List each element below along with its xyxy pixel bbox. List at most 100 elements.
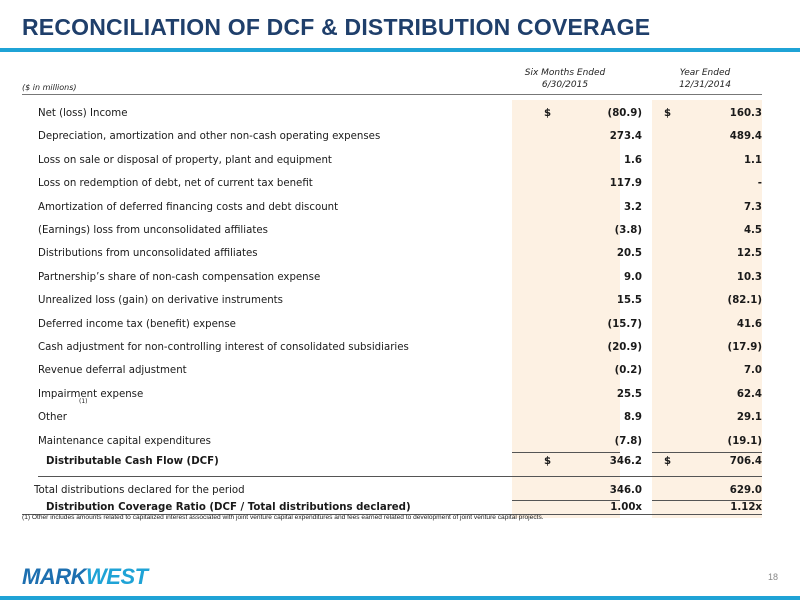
row-label: Impairment expense xyxy=(38,388,144,400)
coverage-label: Distribution Coverage Ratio (DCF / Total… xyxy=(46,502,411,513)
column-header-six-months-line1: Six Months Ended xyxy=(524,68,606,78)
value-year: 1.1 xyxy=(652,149,762,172)
row-label: Amortization of deferred financing costs… xyxy=(38,201,339,213)
value-number: 489.4 xyxy=(729,131,762,143)
coverage-value-six-months: 1.00x xyxy=(610,502,642,513)
footnote: (1) Other includes amounts related to ca… xyxy=(22,514,544,521)
value-year: (17.9) xyxy=(652,336,762,359)
row-label: Other xyxy=(38,412,67,424)
value-number: 4.5 xyxy=(743,225,762,236)
column-shade-year xyxy=(652,100,762,518)
value-six-months: 15.5 xyxy=(532,289,642,312)
footer-divider xyxy=(0,596,800,600)
value-number: 62.4 xyxy=(736,388,762,400)
value-number: (17.9) xyxy=(727,342,762,353)
distributions-value-six-months: 346.0 xyxy=(609,485,642,496)
value-number: 20.5 xyxy=(616,248,642,260)
row-label: Deferred income tax (benefit) expense xyxy=(38,318,236,330)
row-label: Distributions from unconsolidated affili… xyxy=(38,248,258,260)
column-header-six-months-line2: 6/30/2015 xyxy=(541,80,589,90)
dcf-value-six-months-number: 346.2 xyxy=(609,456,642,467)
value-six-months: 25.5 xyxy=(532,383,642,406)
dcf-label: Distributable Cash Flow (DCF) xyxy=(46,456,219,467)
value-six-months: (0.2) xyxy=(532,359,642,382)
value-number: 15.5 xyxy=(616,295,642,307)
value-number: 1.6 xyxy=(623,154,642,166)
table-row: Loss on redemption of debt, net of curre… xyxy=(38,172,762,195)
value-six-months: 3.2 xyxy=(532,196,642,219)
table-row: Revenue deferral adjustment (0.2) 7.0 xyxy=(38,359,762,382)
table-row: Other (1) 8.9 29.1 xyxy=(38,399,762,429)
value-six-months: $ (80.9) xyxy=(532,102,642,125)
value-number: 117.9 xyxy=(609,178,642,190)
table-row: Depreciation, amortization and other non… xyxy=(38,125,762,148)
row-label: Maintenance capital expenditures xyxy=(38,435,211,447)
distributions-label: Total distributions declared for the per… xyxy=(34,485,245,496)
value-six-months: (15.7) xyxy=(532,313,642,336)
value-number: (20.9) xyxy=(607,342,642,353)
value-year: 10.3 xyxy=(652,266,762,289)
value-six-months: 9.0 xyxy=(532,266,642,289)
table-row-dcf: Distributable Cash Flow (DCF) $ 346.2 $ … xyxy=(46,450,762,473)
title-divider xyxy=(0,48,800,52)
value-number: 160.3 xyxy=(729,108,762,119)
distributions-value-year: 629.0 xyxy=(729,485,762,496)
value-year: (19.1) xyxy=(652,430,762,453)
value-year: $160.3 xyxy=(652,102,762,125)
value-year: 4.5 xyxy=(652,219,762,242)
table-row: Amortization of deferred financing costs… xyxy=(38,196,762,219)
value-number: 25.5 xyxy=(616,388,642,400)
table-row: Distributions from unconsolidated affili… xyxy=(38,242,762,265)
table-row: Net (loss) Income $ (80.9) $160.3 xyxy=(38,102,762,125)
subtotal-rule-col2 xyxy=(652,452,762,453)
logo-mark: MARK xyxy=(22,564,87,589)
column-header-year-line2: 12/31/2014 xyxy=(679,80,731,90)
table-row: Unrealized loss (gain) on derivative ins… xyxy=(38,289,762,312)
logo-west: WEST xyxy=(86,564,148,589)
column-shade-six-months xyxy=(512,100,620,518)
column-header-year-line1: Year Ended xyxy=(679,68,731,78)
value-year: 62.4 xyxy=(652,383,762,406)
page-title: RECONCILIATION OF DCF & DISTRIBUTION COV… xyxy=(22,14,651,40)
dcf-value-year-number: 706.4 xyxy=(729,456,762,467)
value-number: 10.3 xyxy=(736,271,762,283)
dollar-sign: $ xyxy=(544,456,552,467)
row-label: Cash adjustment for non-controlling inte… xyxy=(38,342,409,353)
value-six-months: (7.8) xyxy=(532,430,642,453)
value-year: 7.3 xyxy=(652,196,762,219)
value-year: 41.6 xyxy=(652,313,762,336)
coverage-value-year: 1.12x xyxy=(730,502,762,513)
value-number: (80.9) xyxy=(607,108,642,119)
value-number: 273.4 xyxy=(609,131,642,143)
column-header-year: Year Ended 12/31/2014 xyxy=(650,67,760,91)
dollar-sign: $ xyxy=(664,456,672,467)
value-number: (15.7) xyxy=(607,318,642,330)
row-label: Loss on sale or disposal of property, pl… xyxy=(38,154,332,166)
table-bottom-rule xyxy=(22,514,762,515)
value-number: - xyxy=(757,178,762,190)
value-year: (82.1) xyxy=(652,289,762,312)
value-year: 29.1 xyxy=(652,406,762,429)
table-row: Partnership’s share of non-cash compensa… xyxy=(38,266,762,289)
row-label: Net (loss) Income xyxy=(38,108,128,119)
value-six-months: (3.8) xyxy=(532,219,642,242)
value-number: 8.9 xyxy=(623,412,642,424)
dcf-value-year: $ 706.4 xyxy=(652,450,762,473)
value-number: 7.3 xyxy=(743,201,762,213)
row-label: Partnership’s share of non-cash compensa… xyxy=(38,271,321,283)
row-label: Revenue deferral adjustment xyxy=(38,365,187,377)
value-number: (19.1) xyxy=(727,435,762,447)
markwest-logo: MARKWEST xyxy=(22,564,148,590)
table-row-distributions: Total distributions declared for the per… xyxy=(34,479,762,502)
value-number: 41.6 xyxy=(736,318,762,330)
dollar-sign: $ xyxy=(664,108,672,119)
table-row: Maintenance capital expenditures (7.8) (19… xyxy=(38,430,762,453)
row-label: Depreciation, amortization and other non… xyxy=(38,131,381,143)
value-number: 12.5 xyxy=(736,248,762,260)
value-number: 7.0 xyxy=(743,365,762,377)
value-year: 489.4 xyxy=(652,125,762,148)
value-number: 29.1 xyxy=(736,412,762,424)
value-number: 3.2 xyxy=(623,201,642,213)
value-six-months: 117.9 xyxy=(532,172,642,195)
value-six-months: 8.9 xyxy=(532,406,642,429)
